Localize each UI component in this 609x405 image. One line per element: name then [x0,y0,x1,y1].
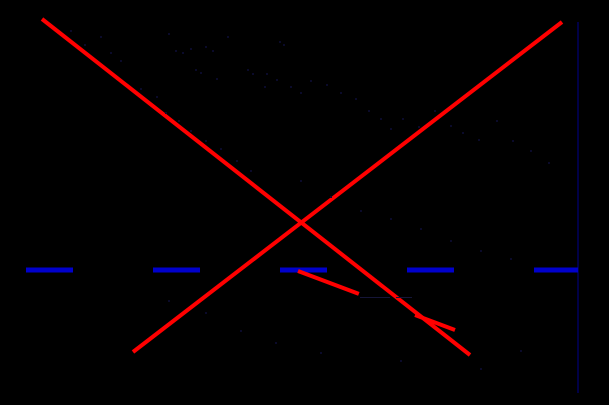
descending-red-line [40,17,472,357]
ascending-red-line [131,20,564,354]
descending-red-line-group [40,17,472,357]
ascending-red-line-group [131,20,564,354]
